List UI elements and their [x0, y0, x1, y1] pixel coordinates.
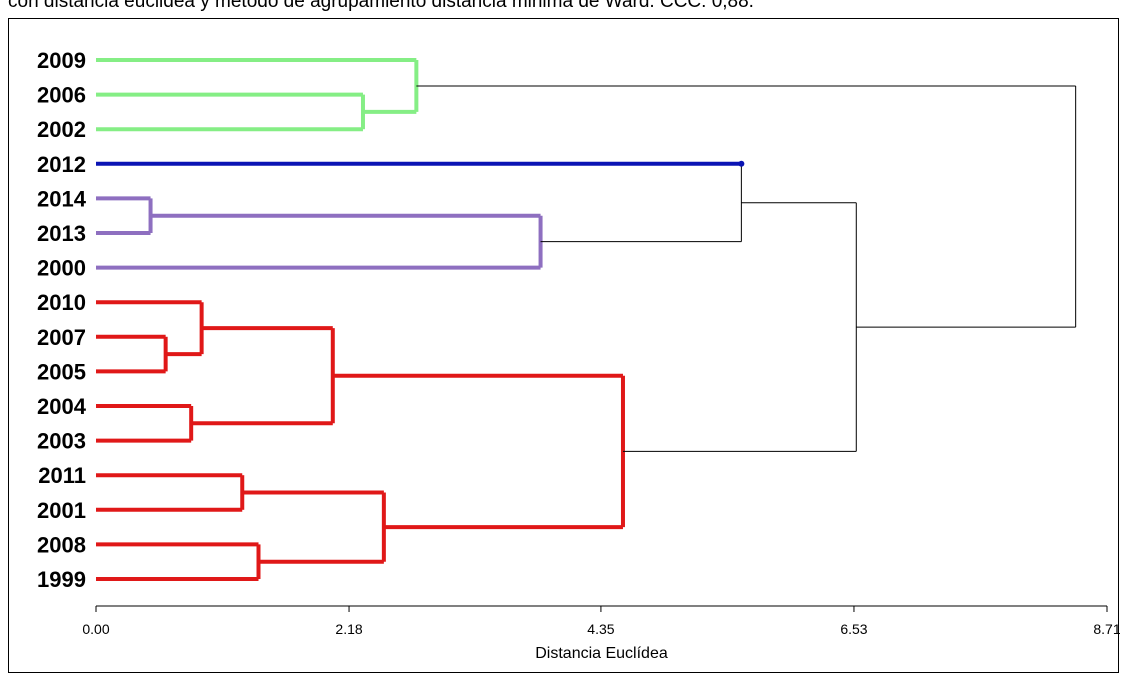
chart-frame: [8, 18, 1119, 673]
leaf-label: 2012: [37, 152, 86, 177]
x-tick-label: 8.71: [1093, 621, 1120, 637]
figure-caption: con distancia euclidea y metodo de agrup…: [8, 0, 754, 12]
leaf-label: 2001: [37, 498, 86, 523]
x-tick-label: 6.53: [840, 621, 867, 637]
leaf-label: 1999: [37, 567, 86, 592]
x-tick-label: 0.00: [82, 621, 109, 637]
leaf-label: 2007: [37, 325, 86, 350]
leaf-label: 2010: [37, 290, 86, 315]
leaf-label: 2002: [37, 117, 86, 142]
leaf-label: 2000: [37, 256, 86, 281]
dendrogram-links: [96, 58, 1077, 581]
x-tick-label: 2.18: [335, 621, 362, 637]
leaf-label: 2011: [38, 463, 86, 488]
branch-end-dot: [738, 160, 745, 167]
leaf-label: 2006: [37, 83, 86, 108]
leaf-label: 2014: [37, 186, 87, 211]
leaf-labels: 2009 2006 2002 2012 2014 2013 2000 2010 2007 2005…: [37, 48, 87, 592]
leaf-label: 2003: [37, 429, 86, 454]
leaf-label: 2009: [37, 48, 86, 73]
x-axis: 0.00 2.18 4.35 6.53 8.71 Distancia Euclídea: [82, 605, 1121, 662]
leaf-label: 2008: [37, 532, 86, 557]
leaf-label: 2005: [37, 359, 86, 384]
x-tick-label: 4.35: [587, 621, 614, 637]
leaf-label: 2013: [37, 221, 86, 246]
leaf-label: 2004: [37, 394, 87, 419]
x-axis-label: Distancia Euclídea: [535, 645, 668, 662]
